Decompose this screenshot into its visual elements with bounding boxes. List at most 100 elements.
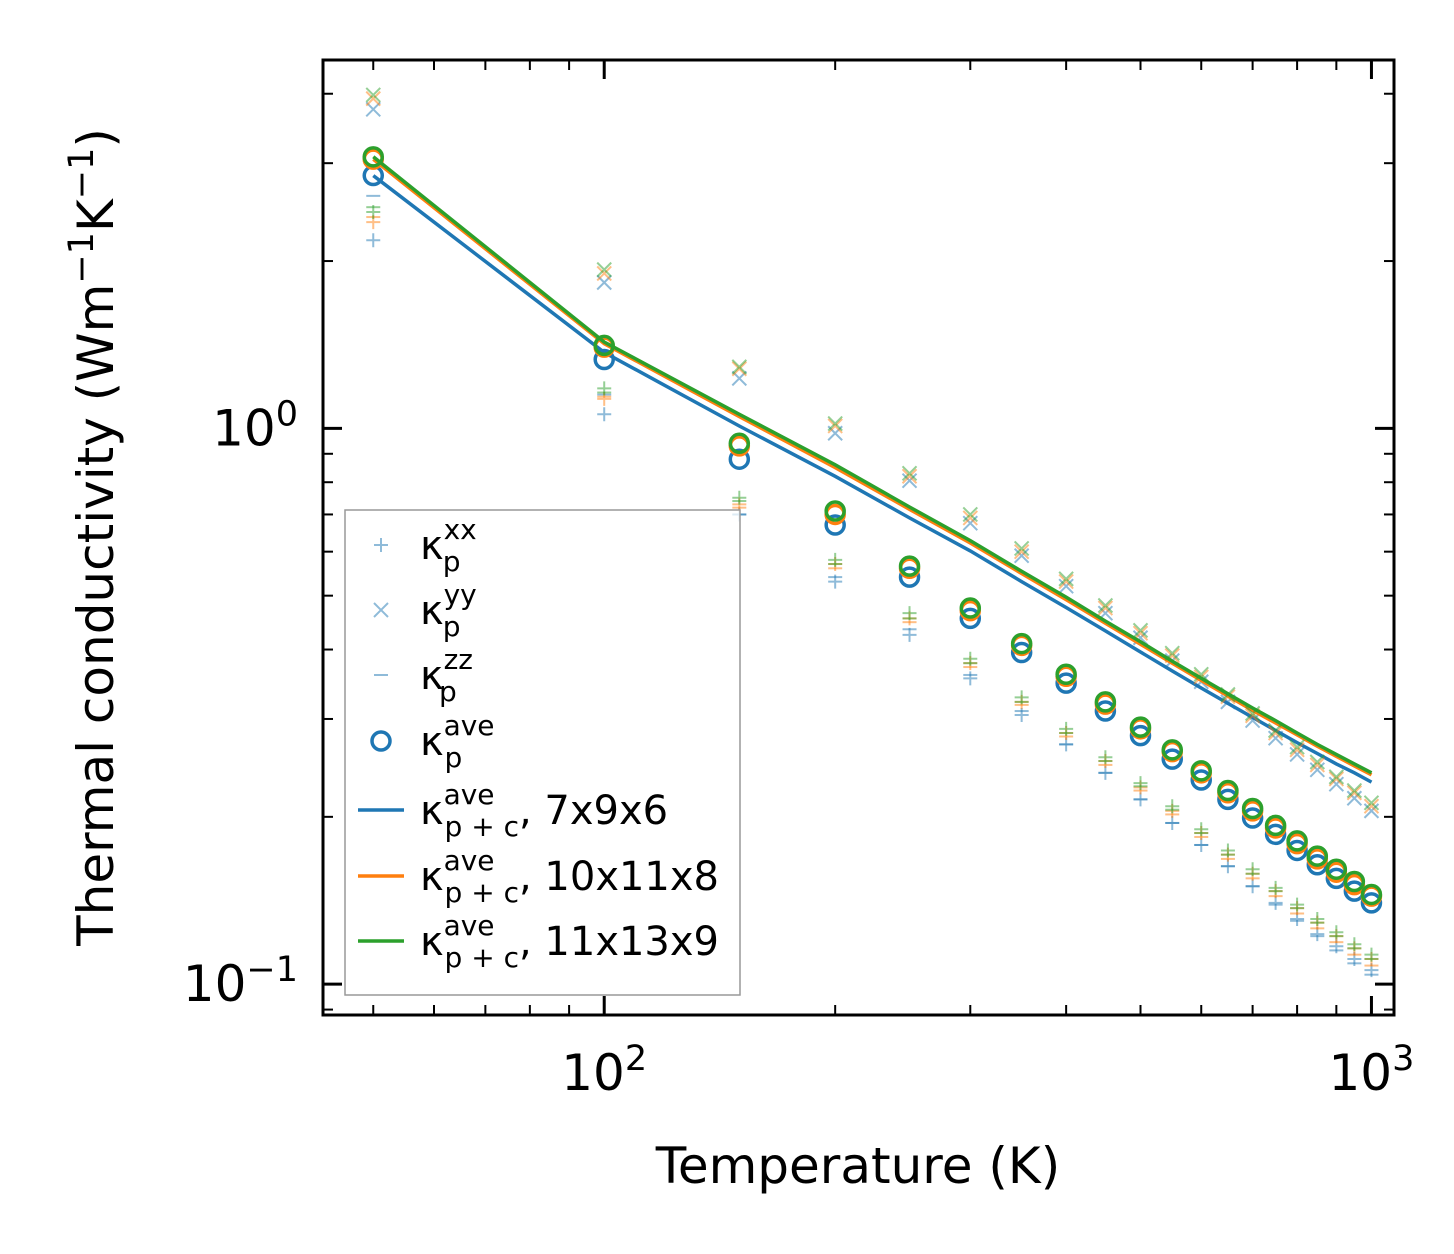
legend-circle-marker bbox=[370, 730, 392, 752]
legend-label-base: κ bbox=[420, 919, 444, 965]
kappa-p-ave-point bbox=[824, 514, 846, 536]
kappa-p-ave-point bbox=[1190, 760, 1212, 782]
kappa-p-xx-point bbox=[963, 671, 978, 686]
kappa-p-ave-point bbox=[1010, 632, 1033, 655]
legend-label-subscript: p bbox=[439, 675, 457, 708]
x-tick-label: 103 bbox=[1329, 1039, 1415, 1102]
kappa-p-yy-point bbox=[1132, 622, 1149, 639]
y-axis-label: Thermal conductivity (Wm−1K−1) bbox=[62, 128, 125, 947]
y-tick-label-base: 10 bbox=[212, 399, 276, 457]
kappa-p-ave-point bbox=[1161, 748, 1184, 770]
kappa-p-ave-point bbox=[898, 555, 921, 577]
kappa-p-yy-point bbox=[1097, 597, 1114, 614]
kappa-p-yy-point bbox=[596, 265, 612, 282]
kappa-p-yy-point bbox=[827, 415, 843, 432]
kappa-p-yy-point bbox=[827, 418, 843, 434]
legend-entry: κave p + c, 10x11x8 bbox=[358, 844, 719, 909]
legend-label-subscript: p bbox=[443, 610, 461, 643]
kappa-p-ave-point bbox=[1094, 700, 1117, 722]
kappa-p-ave-point bbox=[1129, 724, 1152, 747]
legend-label-superscript: ave bbox=[444, 709, 495, 742]
legend-label-subscript: p bbox=[445, 741, 463, 774]
kappa-p-ave-point bbox=[1264, 814, 1287, 837]
legend-label: κxx p bbox=[420, 513, 477, 578]
kappa-p-ave-point bbox=[1325, 858, 1348, 880]
kappa-p-yy-point bbox=[1267, 730, 1284, 746]
kappa-p-yy-point bbox=[1309, 757, 1326, 773]
kappa-p-ave-point bbox=[1286, 830, 1308, 852]
legend-label-superscript: yy bbox=[444, 578, 477, 611]
kappa-p-yy-point bbox=[1267, 722, 1284, 739]
kappa-p-xx-point bbox=[732, 490, 747, 505]
kappa-p-yy-point bbox=[1328, 771, 1345, 787]
kappa-p-ave-point bbox=[1343, 870, 1366, 893]
kappa-p-yy-point bbox=[1097, 600, 1114, 616]
kappa-p-ave-point bbox=[1055, 663, 1077, 686]
x-axis-label: Temperature (K) bbox=[655, 1137, 1060, 1195]
y-axis-label-exp-1: −1 bbox=[62, 232, 102, 284]
legend-label-subscript: p + c bbox=[445, 941, 519, 974]
mesh-7x9x6 bbox=[362, 101, 1383, 978]
x-tick-label: 102 bbox=[561, 1039, 647, 1102]
legend-label-base: κ bbox=[420, 523, 444, 569]
kappa-p-ave-point bbox=[1360, 892, 1383, 914]
kappa-p-ave-point bbox=[898, 566, 921, 588]
kappa-p-yy-point bbox=[1346, 790, 1363, 806]
x-tick-label-exponent: 2 bbox=[625, 1039, 647, 1079]
kappa-p-ave-point bbox=[1055, 672, 1077, 694]
legend-label-subscript: p + c bbox=[445, 876, 519, 909]
kappa-p-yy-point bbox=[901, 473, 918, 489]
kappa-p-ave-point bbox=[1264, 823, 1287, 846]
mesh-11x13x9 bbox=[362, 87, 1383, 962]
kappa-p-ave-point bbox=[1010, 641, 1033, 664]
kappa-p-yy-point bbox=[1289, 739, 1305, 755]
kappa-p-ave-point bbox=[1094, 691, 1117, 713]
y-axis-label-end: ) bbox=[67, 128, 125, 148]
legend-label-superscript: ave bbox=[444, 844, 495, 877]
kappa-p-xx-point bbox=[597, 407, 612, 422]
legend-label-suffix: , 10x11x8 bbox=[519, 854, 719, 900]
legend-entry: κave p bbox=[370, 709, 495, 774]
kappa-p-ave-point bbox=[1190, 769, 1212, 791]
y-tick-label: 100 bbox=[212, 394, 298, 457]
kappa-p-yy-point bbox=[731, 361, 748, 377]
legend-label-superscript: zz bbox=[444, 643, 473, 676]
kappa-p-ave-point bbox=[728, 448, 751, 470]
legend-entry: κave p + c, 7x9x6 bbox=[358, 778, 668, 843]
y-tick-label: 10−1 bbox=[183, 950, 298, 1013]
legend-label-subscript: p + c bbox=[445, 810, 519, 843]
legend-label-base: κ bbox=[420, 653, 444, 699]
kappa-pc-ave-line-11x13x9 bbox=[372, 155, 1373, 775]
y-axis-label-main: Thermal conductivity (Wm bbox=[67, 284, 125, 947]
kappa-p-yy-point bbox=[962, 506, 978, 523]
plot-frame bbox=[321, 58, 1396, 1017]
legend-label-superscript: xx bbox=[444, 513, 477, 546]
y-tick-label-exponent: 0 bbox=[276, 394, 298, 434]
legend-label-suffix: , 11x13x9 bbox=[519, 919, 719, 965]
legend-label-superscript: ave bbox=[444, 909, 495, 942]
kappa-p-yy-point bbox=[1220, 686, 1236, 703]
legend-label-superscript: ave bbox=[444, 778, 495, 811]
kappa-p-xx-point bbox=[1133, 776, 1148, 791]
kappa-p-yy-point bbox=[901, 465, 918, 482]
kappa-p-yy-point bbox=[596, 261, 612, 278]
kappa-p-yy-point bbox=[901, 468, 918, 484]
kappa-p-xx-point bbox=[1165, 799, 1180, 814]
kappa-p-ave-point bbox=[1241, 807, 1264, 829]
kappa-p-ave-point bbox=[959, 597, 982, 619]
kappa-p-yy-point bbox=[365, 90, 381, 107]
legend-plus-marker bbox=[374, 538, 388, 552]
kappa-p-yy-point bbox=[1289, 742, 1305, 758]
kappa-p-ave-point bbox=[1286, 839, 1308, 862]
legend-label-suffix: , 7x9x6 bbox=[519, 788, 668, 834]
kappa-p-ave-point bbox=[1306, 845, 1329, 867]
kappa-p-ave-point bbox=[728, 432, 751, 455]
kappa-p-xx-point bbox=[1268, 880, 1283, 895]
kappa-p-yy-point bbox=[1058, 578, 1074, 594]
kappa-p-ave-point bbox=[593, 334, 615, 357]
kappa-p-yy-point bbox=[1309, 754, 1326, 770]
kappa-p-ave-point bbox=[1129, 716, 1152, 738]
kappa-p-xx-point bbox=[1290, 897, 1305, 912]
